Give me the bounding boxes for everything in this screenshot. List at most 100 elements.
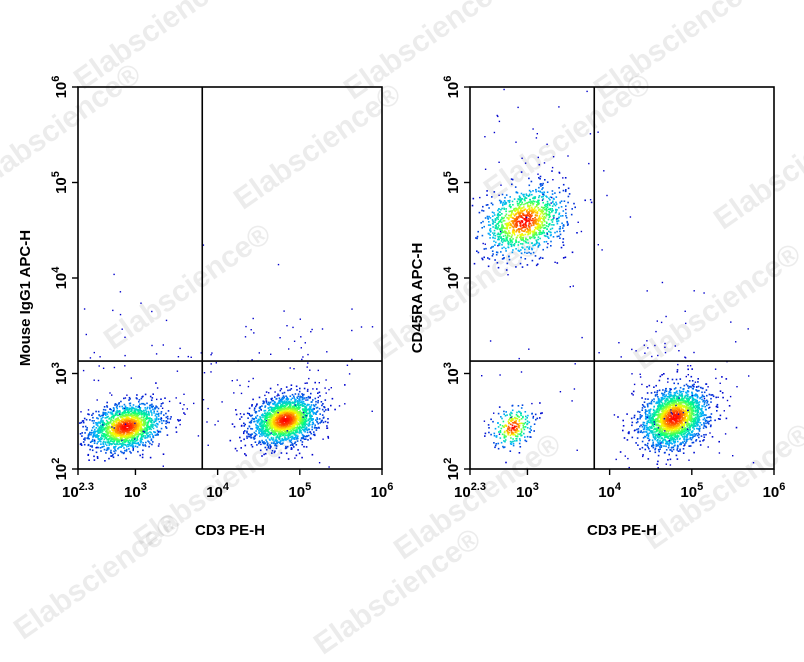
event-dot bbox=[300, 396, 302, 398]
event-dot bbox=[496, 217, 498, 219]
event-dot bbox=[93, 422, 95, 424]
event-dot bbox=[89, 449, 91, 451]
event-dot bbox=[537, 207, 539, 209]
event-dot bbox=[288, 458, 290, 460]
event-dot bbox=[300, 404, 302, 406]
event-dot bbox=[328, 409, 330, 411]
event-dot bbox=[312, 454, 314, 456]
event-dot bbox=[265, 430, 267, 432]
event-dot bbox=[94, 429, 96, 431]
event-dot bbox=[143, 425, 145, 427]
event-dot bbox=[130, 437, 132, 439]
event-dot bbox=[271, 452, 273, 454]
event-dot bbox=[243, 423, 245, 425]
event-dot bbox=[332, 398, 334, 400]
event-dot bbox=[556, 218, 557, 219]
event-dot bbox=[334, 409, 336, 411]
event-dot bbox=[113, 425, 115, 427]
event-dot bbox=[132, 437, 134, 439]
event-dot bbox=[104, 460, 106, 462]
event-dot bbox=[169, 401, 170, 402]
event-dot bbox=[553, 156, 554, 157]
event-dot bbox=[86, 419, 88, 421]
event-dot bbox=[263, 401, 265, 403]
event-dot bbox=[289, 440, 291, 442]
event-dot bbox=[566, 217, 568, 219]
event-dot bbox=[146, 408, 148, 410]
event-dot bbox=[307, 439, 309, 441]
event-dot bbox=[281, 388, 283, 390]
event-dot bbox=[111, 413, 113, 415]
event-dot bbox=[510, 207, 512, 209]
event-dot bbox=[86, 437, 88, 439]
event-dot bbox=[100, 431, 102, 433]
event-dot bbox=[504, 200, 506, 202]
event-dot bbox=[281, 452, 283, 454]
event-dot bbox=[558, 235, 560, 237]
event-dot bbox=[134, 423, 135, 424]
event-dot bbox=[269, 413, 271, 415]
event-dot bbox=[296, 435, 298, 437]
event-dot bbox=[519, 212, 521, 214]
event-dot bbox=[250, 421, 252, 423]
event-dot bbox=[276, 407, 278, 409]
x-tick-label: 105 bbox=[288, 481, 311, 501]
event-dot bbox=[500, 228, 502, 230]
event-dot bbox=[304, 438, 306, 440]
event-dot bbox=[517, 225, 519, 227]
event-dot bbox=[119, 446, 121, 448]
event-dot bbox=[83, 370, 84, 371]
event-dot bbox=[291, 427, 293, 429]
event-dot bbox=[161, 403, 163, 405]
event-dot bbox=[546, 222, 548, 224]
event-dot bbox=[132, 435, 134, 437]
event-dot bbox=[487, 217, 489, 219]
event-dot bbox=[542, 184, 544, 186]
event-dot bbox=[295, 427, 297, 429]
event-dot bbox=[529, 185, 531, 187]
event-dot bbox=[502, 202, 504, 204]
event-dot bbox=[532, 190, 534, 192]
event-dot bbox=[510, 215, 512, 217]
event-dot bbox=[142, 450, 144, 452]
event-dot bbox=[598, 244, 599, 245]
event-dot bbox=[305, 425, 307, 427]
event-dots bbox=[472, 89, 755, 469]
event-dot bbox=[92, 417, 94, 419]
event-dot bbox=[243, 414, 245, 416]
event-dot bbox=[540, 221, 542, 223]
event-dot bbox=[584, 200, 586, 202]
event-dot bbox=[569, 193, 571, 195]
event-dot bbox=[552, 193, 554, 195]
event-dot bbox=[299, 400, 301, 402]
event-dot bbox=[262, 427, 264, 429]
event-dot bbox=[539, 164, 541, 166]
event-dot bbox=[160, 398, 162, 400]
event-dot bbox=[168, 410, 170, 412]
event-dot bbox=[141, 420, 143, 422]
event-dot bbox=[563, 190, 565, 192]
event-dot bbox=[517, 205, 519, 207]
event-dot bbox=[112, 435, 114, 437]
event-dot bbox=[344, 384, 346, 386]
event-dot bbox=[296, 389, 298, 391]
event-dot bbox=[279, 457, 281, 459]
event-dot bbox=[305, 383, 306, 384]
event-dot bbox=[548, 198, 550, 200]
event-dot bbox=[114, 423, 116, 425]
event-dot bbox=[302, 396, 304, 398]
event-dot bbox=[85, 426, 87, 428]
event-dot bbox=[552, 205, 554, 207]
event-dot bbox=[256, 444, 258, 446]
event-dot bbox=[290, 420, 292, 422]
event-dot bbox=[492, 237, 494, 239]
event-dot bbox=[134, 409, 136, 411]
event-dot bbox=[253, 438, 255, 440]
event-dot bbox=[309, 415, 311, 417]
event-dot bbox=[99, 415, 101, 417]
event-dot bbox=[495, 242, 497, 244]
event-dot bbox=[250, 428, 252, 430]
event-dot bbox=[500, 231, 501, 232]
event-dot bbox=[544, 224, 546, 226]
event-dot bbox=[482, 221, 484, 223]
